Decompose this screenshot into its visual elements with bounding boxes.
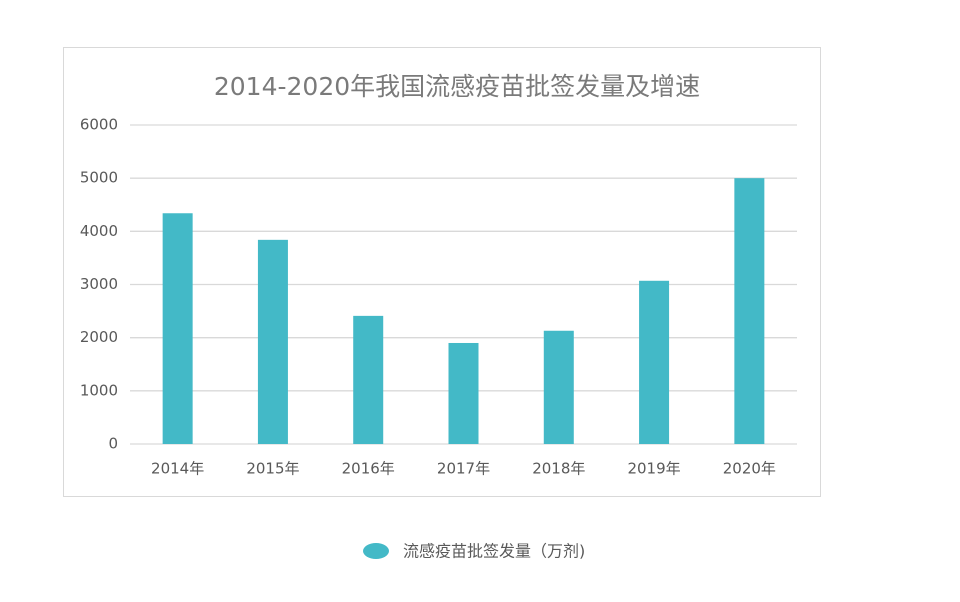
chart-title: 2014-2020年我国流感疫苗批签发量及增速 xyxy=(214,72,700,101)
x-tick-label: 2017年 xyxy=(437,460,490,478)
bar xyxy=(353,315,384,444)
y-tick-label: 1000 xyxy=(80,381,118,399)
bar xyxy=(162,213,193,444)
y-tick-label: 0 xyxy=(108,435,118,453)
x-tick-label: 2015年 xyxy=(246,460,299,478)
y-tick-label: 3000 xyxy=(80,275,118,293)
y-tick-label: 5000 xyxy=(80,169,118,187)
y-tick-label: 4000 xyxy=(80,222,118,240)
bar xyxy=(448,342,479,444)
x-tick-label: 2019年 xyxy=(627,460,680,478)
bar xyxy=(543,330,574,444)
chart-border xyxy=(63,47,821,497)
x-tick-label: 2018年 xyxy=(532,460,585,478)
x-tick-label: 2014年 xyxy=(151,460,204,478)
x-tick-label: 2020年 xyxy=(723,460,776,478)
legend-label: 流感疫苗批签发量（万剂) xyxy=(403,542,585,561)
bar xyxy=(734,178,765,444)
bar xyxy=(257,239,288,444)
legend-marker xyxy=(363,543,389,559)
x-tick-label: 2016年 xyxy=(342,460,395,478)
y-tick-label: 6000 xyxy=(80,116,118,134)
bar xyxy=(639,280,670,444)
y-tick-label: 2000 xyxy=(80,328,118,346)
